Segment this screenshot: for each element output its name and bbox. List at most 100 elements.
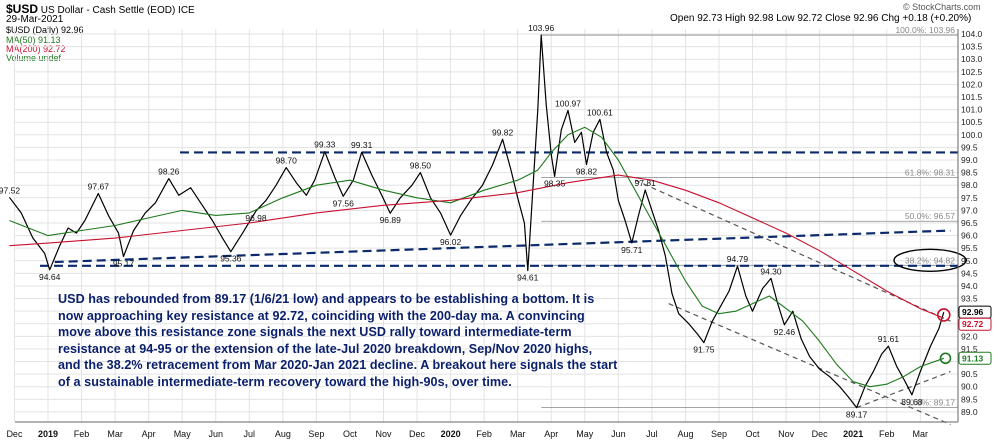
- analysis-annotation: USD has rebounded from 89.17 (1/6/21 low…: [58, 292, 618, 389]
- x-tick-label: Oct: [343, 429, 358, 439]
- price-label: 99.31: [351, 140, 373, 150]
- ma50-circle: [939, 352, 952, 365]
- last-value-tag-label: 92.96: [962, 307, 984, 317]
- price-label: 98.35: [544, 178, 566, 188]
- legend-ma50-text: MA(50) 91.13: [6, 35, 61, 45]
- x-tick-label: Feb: [74, 429, 90, 439]
- ma50-series-line: [9, 126, 944, 388]
- ohlc-readout: Open 92.73 High 92.98 Low 92.72 Close 92…: [670, 13, 972, 24]
- chart-date: 29-Mar-2021: [6, 14, 64, 25]
- y-tick-label: 99.5: [961, 142, 978, 152]
- x-tick-label: Mar: [510, 429, 526, 439]
- y-tick-label: 102.0: [961, 79, 983, 89]
- legend-price: $USD (Daily) 92.96: [6, 25, 84, 35]
- x-tick-label: Feb: [476, 429, 492, 439]
- price-label: 99.82: [492, 127, 514, 137]
- price-label: 99.33: [314, 140, 336, 150]
- x-tick-label: May: [576, 429, 594, 439]
- y-tick-label: 96.5: [961, 218, 978, 228]
- x-tick-label: Mar: [913, 429, 929, 439]
- y-tick-label: 102.5: [961, 67, 983, 77]
- price-label: 97.52: [0, 185, 20, 195]
- last-value-tag: [958, 351, 992, 365]
- price-label: 98.50: [410, 161, 432, 171]
- trend-line: [634, 179, 951, 322]
- price-label: 91.61: [878, 334, 900, 344]
- y-tick-label: 96.0: [961, 231, 978, 241]
- y-tick-label: 93.5: [961, 294, 978, 304]
- last-value-tag: [958, 317, 992, 331]
- y-tick-label: 104.0: [961, 29, 983, 39]
- x-tick-label: Sep: [711, 429, 727, 439]
- fib-level-label: 100.0%: 103.96: [895, 25, 955, 35]
- x-tick-label: Aug: [677, 429, 693, 439]
- x-tick-label: 2020: [441, 429, 461, 439]
- legend-ma50: MA(50) 91.13: [6, 35, 61, 45]
- price-label: 92.46: [774, 327, 796, 337]
- y-tick-label: 99.0: [961, 155, 978, 165]
- price-label: 95.17: [113, 258, 135, 268]
- x-tick-label: Dec: [6, 429, 23, 439]
- x-tick-label: May: [174, 429, 192, 439]
- last-value-tag-label: 91.13: [962, 353, 984, 363]
- trend-line: [54, 229, 951, 264]
- x-tick-label: Jul: [244, 429, 256, 439]
- y-tick-label: 97.0: [961, 205, 978, 215]
- symbol: $USD: [6, 2, 39, 16]
- y-tick-label: 89.5: [961, 394, 978, 404]
- ma200-series-line: [9, 174, 945, 319]
- x-tick-label: Dec: [812, 429, 829, 439]
- x-tick-label: Jun: [611, 429, 626, 439]
- y-tick-label: 90.0: [961, 382, 978, 392]
- price-label: 98.70: [276, 156, 298, 166]
- price-label: 97.67: [88, 182, 110, 192]
- trend-line: [668, 303, 951, 426]
- price-label: 103.96: [528, 23, 554, 33]
- fib-level-label: 0.0%: 89.17: [910, 398, 956, 408]
- price-label: 94.30: [760, 266, 782, 276]
- y-tick-label: 91.5: [961, 344, 978, 354]
- price-label: 100.97: [555, 98, 581, 108]
- price-label: 98.26: [158, 167, 180, 177]
- legend-volume: Volume undef: [6, 53, 61, 63]
- x-tick-label: Dec: [409, 429, 426, 439]
- price-label: 89.17: [846, 410, 868, 420]
- y-tick-label: 100.5: [961, 117, 983, 127]
- x-tick-label: Nov: [375, 429, 392, 439]
- legend-volume-text: Volume undef: [6, 53, 62, 63]
- watermark: © StockCharts.com: [903, 2, 981, 12]
- legend-ma200-text: MA(200) 92.72: [6, 44, 66, 54]
- x-tick-label: Oct: [746, 429, 761, 439]
- price-label: 100.61: [587, 107, 613, 117]
- y-tick-label: 103.0: [961, 54, 983, 64]
- x-tick-label: Apr: [142, 429, 156, 439]
- x-tick-label: Nov: [778, 429, 795, 439]
- price-label: 96.89: [380, 215, 402, 225]
- price-label: 94.79: [727, 254, 749, 264]
- x-tick-label: 2021: [843, 429, 863, 439]
- trend-line: [856, 371, 951, 409]
- x-tick-label: 2019: [38, 429, 58, 439]
- legend-ma200: MA(200) 92.72: [6, 44, 66, 54]
- price-label: 95.71: [621, 245, 643, 255]
- fib-level-label: 38.2%: 94.82: [905, 255, 955, 265]
- y-tick-label: 100.0: [961, 130, 983, 140]
- x-tick-label: Aug: [275, 429, 291, 439]
- y-tick-label: 95.5: [961, 243, 978, 253]
- price-label: 89.68: [901, 397, 923, 407]
- y-tick-label: 98.0: [961, 180, 978, 190]
- price-series-line: [8, 34, 945, 409]
- y-tick-label: 97.5: [961, 193, 978, 203]
- x-tick-label: Feb: [879, 429, 895, 439]
- price-label: 98.82: [576, 167, 598, 177]
- price-label: 91.75: [693, 345, 715, 355]
- price-label: 95.36: [220, 254, 242, 264]
- chart-symbol-title: $USD US Dollar - Cash Settle (EOD) ICE: [6, 2, 195, 16]
- y-tick-label: 95.0: [961, 256, 978, 266]
- last-value-tag-label: 92.72: [962, 319, 984, 329]
- y-tick-label: 94.0: [961, 281, 978, 291]
- x-tick-label: Mar: [107, 429, 123, 439]
- symbol-name: US Dollar - Cash Settle (EOD) ICE: [40, 5, 195, 16]
- resistance-circle: [936, 308, 951, 322]
